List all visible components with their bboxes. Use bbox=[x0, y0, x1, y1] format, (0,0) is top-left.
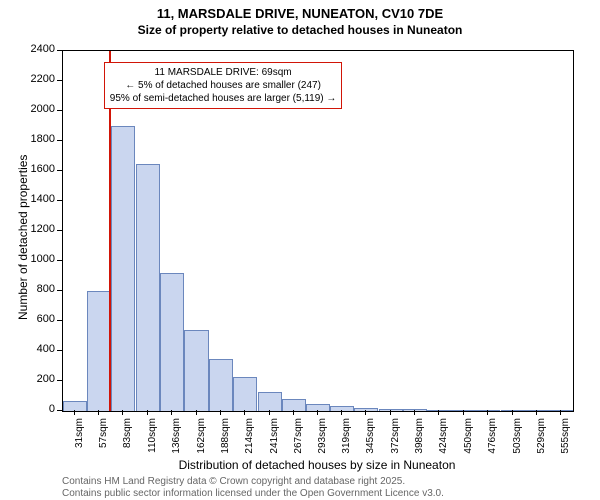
annotation-line: ← 5% of detached houses are smaller (247… bbox=[110, 79, 337, 92]
chart-title: 11, MARSDALE DRIVE, NUNEATON, CV10 7DE bbox=[0, 0, 600, 21]
x-tick-label: 372sqm bbox=[390, 418, 401, 458]
x-tick-mark bbox=[512, 410, 513, 415]
x-tick-label: 83sqm bbox=[122, 418, 133, 458]
x-tick-label: 31sqm bbox=[74, 418, 85, 458]
histogram-bar bbox=[501, 410, 525, 411]
histogram-bar bbox=[209, 359, 233, 412]
y-tick-label: 2000 bbox=[20, 103, 55, 115]
x-tick-mark bbox=[414, 410, 415, 415]
x-tick-label: 214sqm bbox=[244, 418, 255, 458]
chart-container: 11, MARSDALE DRIVE, NUNEATON, CV10 7DE S… bbox=[0, 0, 600, 500]
x-tick-label: 398sqm bbox=[414, 418, 425, 458]
x-tick-mark bbox=[171, 410, 172, 415]
x-tick-mark bbox=[122, 410, 123, 415]
x-tick-mark bbox=[147, 410, 148, 415]
x-tick-label: 424sqm bbox=[438, 418, 449, 458]
histogram-bar bbox=[330, 406, 354, 411]
histogram-bar bbox=[136, 164, 160, 412]
y-tick-label: 1000 bbox=[20, 253, 55, 265]
x-tick-mark bbox=[390, 410, 391, 415]
y-tick-label: 0 bbox=[20, 403, 55, 415]
x-tick-mark bbox=[463, 410, 464, 415]
x-tick-label: 188sqm bbox=[220, 418, 231, 458]
y-tick-mark bbox=[57, 260, 62, 261]
annotation-line: 11 MARSDALE DRIVE: 69sqm bbox=[110, 66, 337, 79]
y-tick-label: 200 bbox=[20, 373, 55, 385]
y-tick-mark bbox=[57, 170, 62, 171]
x-tick-label: 267sqm bbox=[293, 418, 304, 458]
histogram-bar bbox=[111, 126, 135, 411]
x-tick-mark bbox=[196, 410, 197, 415]
y-tick-mark bbox=[57, 140, 62, 141]
y-tick-label: 800 bbox=[20, 283, 55, 295]
x-tick-mark bbox=[317, 410, 318, 415]
histogram-bar bbox=[184, 330, 208, 411]
x-tick-mark bbox=[244, 410, 245, 415]
x-tick-label: 110sqm bbox=[147, 418, 158, 458]
y-tick-label: 1600 bbox=[20, 163, 55, 175]
histogram-bar bbox=[354, 408, 378, 411]
annotation-box: 11 MARSDALE DRIVE: 69sqm← 5% of detached… bbox=[104, 62, 343, 109]
y-tick-label: 1200 bbox=[20, 223, 55, 235]
x-tick-label: 162sqm bbox=[196, 418, 207, 458]
histogram-bar bbox=[160, 273, 184, 411]
y-tick-label: 600 bbox=[20, 313, 55, 325]
x-tick-label: 319sqm bbox=[341, 418, 352, 458]
x-tick-label: 241sqm bbox=[269, 418, 280, 458]
y-tick-mark bbox=[57, 50, 62, 51]
x-tick-label: 345sqm bbox=[365, 418, 376, 458]
x-tick-mark bbox=[487, 410, 488, 415]
x-tick-label: 503sqm bbox=[512, 418, 523, 458]
y-tick-mark bbox=[57, 200, 62, 201]
x-tick-label: 529sqm bbox=[536, 418, 547, 458]
y-tick-mark bbox=[57, 230, 62, 231]
histogram-bar bbox=[87, 291, 111, 411]
chart-subtitle: Size of property relative to detached ho… bbox=[0, 21, 600, 37]
x-tick-mark bbox=[220, 410, 221, 415]
y-tick-mark bbox=[57, 380, 62, 381]
y-tick-mark bbox=[57, 290, 62, 291]
x-tick-mark bbox=[269, 410, 270, 415]
x-tick-label: 555sqm bbox=[560, 418, 571, 458]
histogram-bar bbox=[258, 392, 282, 412]
x-tick-mark bbox=[341, 410, 342, 415]
histogram-bar bbox=[233, 377, 257, 411]
x-tick-mark bbox=[293, 410, 294, 415]
x-tick-label: 136sqm bbox=[171, 418, 182, 458]
footer-line1: Contains HM Land Registry data © Crown c… bbox=[62, 476, 405, 487]
annotation-line: 95% of semi-detached houses are larger (… bbox=[110, 92, 337, 105]
footer-line2: Contains public sector information licen… bbox=[62, 488, 444, 499]
x-tick-mark bbox=[438, 410, 439, 415]
y-tick-label: 1400 bbox=[20, 193, 55, 205]
histogram-bar bbox=[549, 410, 573, 411]
footer-text: Contains HM Land Registry data © Crown c… bbox=[62, 476, 444, 500]
x-tick-label: 476sqm bbox=[487, 418, 498, 458]
plot-area: 11 MARSDALE DRIVE: 69sqm← 5% of detached… bbox=[62, 50, 574, 412]
x-tick-mark bbox=[365, 410, 366, 415]
y-tick-mark bbox=[57, 350, 62, 351]
x-tick-mark bbox=[560, 410, 561, 415]
y-axis-label: Number of detached properties bbox=[16, 155, 30, 320]
x-tick-mark bbox=[74, 410, 75, 415]
y-tick-mark bbox=[57, 410, 62, 411]
y-tick-mark bbox=[57, 320, 62, 321]
y-tick-label: 1800 bbox=[20, 133, 55, 145]
x-tick-mark bbox=[536, 410, 537, 415]
y-tick-mark bbox=[57, 110, 62, 111]
x-tick-label: 293sqm bbox=[317, 418, 328, 458]
y-tick-label: 2200 bbox=[20, 73, 55, 85]
x-axis-label: Distribution of detached houses by size … bbox=[62, 458, 572, 472]
x-tick-mark bbox=[98, 410, 99, 415]
x-tick-label: 450sqm bbox=[463, 418, 474, 458]
y-tick-label: 2400 bbox=[20, 43, 55, 55]
x-tick-label: 57sqm bbox=[98, 418, 109, 458]
y-tick-mark bbox=[57, 80, 62, 81]
y-tick-label: 400 bbox=[20, 343, 55, 355]
histogram-bar bbox=[63, 401, 87, 412]
histogram-bar bbox=[525, 410, 549, 411]
